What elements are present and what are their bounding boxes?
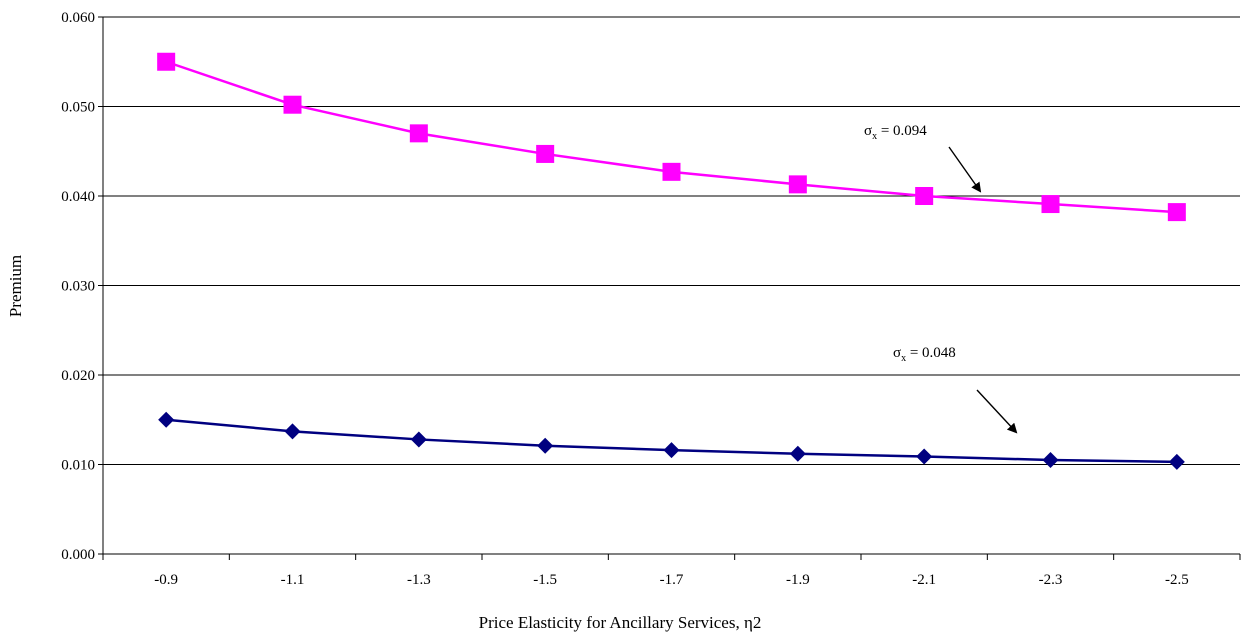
data-point	[283, 95, 302, 114]
series-1	[157, 52, 1186, 222]
x-tick-label: -1.7	[660, 572, 684, 588]
y-tick-label: 0.030	[61, 279, 95, 295]
y-tick-label: 0.050	[61, 100, 95, 116]
x-tick-label: -0.9	[154, 572, 178, 588]
x-tick-label: -1.1	[281, 572, 305, 588]
y-tick-label: 0.000	[61, 547, 95, 563]
x-tick-label: -1.3	[407, 572, 431, 588]
x-tick-label: -1.5	[533, 572, 557, 588]
annotation-upper-arrow	[948, 146, 982, 193]
data-point	[1168, 453, 1185, 470]
data-point	[158, 411, 175, 428]
annotation-lower: σx = 0.048	[893, 345, 1018, 434]
data-point	[157, 52, 176, 71]
x-tick-label: -2.5	[1165, 572, 1189, 588]
y-tick-label: 0.040	[61, 189, 95, 205]
annotation-upper: σx = 0.094	[864, 123, 982, 193]
annotation-upper-sub: x	[872, 131, 877, 142]
data-point	[662, 162, 681, 181]
x-tick-label: -1.9	[786, 572, 810, 588]
data-point	[663, 442, 680, 459]
data-point	[916, 448, 933, 465]
data-point	[1042, 452, 1059, 469]
y-tick-label: 0.060	[61, 10, 95, 26]
data-point	[409, 124, 428, 143]
x-axis-title: Price Elasticity for Ancillary Services,…	[479, 613, 762, 632]
annotation-upper-label: σx = 0.094	[864, 123, 927, 142]
data-point	[915, 187, 934, 205]
data-point	[537, 437, 554, 454]
annotation-lower-sigma: σ	[893, 345, 901, 361]
annotation-lower-sub: x	[901, 353, 906, 364]
data-point	[410, 431, 427, 448]
series-line	[165, 60, 1177, 214]
y-tick-label: 0.020	[61, 368, 95, 384]
data-point	[1167, 203, 1186, 222]
gridlines	[103, 16, 1240, 465]
y-tick-label: 0.010	[61, 458, 95, 474]
data-point	[284, 423, 301, 440]
data-point	[1041, 195, 1060, 214]
x-tick-labels: -0.9 -1.1 -1.3 -1.5 -1.7 -1.9 -2.1 -2.3 -2.5	[102, 554, 1241, 588]
annotation-lower-label: σx = 0.048	[893, 345, 956, 364]
annotation-lower-arrow	[976, 389, 1018, 434]
annotation-upper-sigma: σ	[864, 123, 872, 139]
annotation-lower-value: = 0.048	[906, 345, 956, 361]
annotation-upper-value: = 0.094	[877, 123, 927, 139]
data-point	[788, 175, 807, 194]
series-2	[158, 411, 1185, 470]
series	[157, 52, 1186, 470]
x-tick-label: -2.1	[912, 572, 936, 588]
y-tick-labels: 0.000 0.010 0.020 0.030 0.040 0.050 0.060	[61, 10, 103, 563]
data-point	[536, 144, 555, 163]
data-point	[789, 445, 806, 462]
x-tick-label: -2.3	[1039, 572, 1063, 588]
y-axis-title: Premium	[6, 255, 25, 317]
